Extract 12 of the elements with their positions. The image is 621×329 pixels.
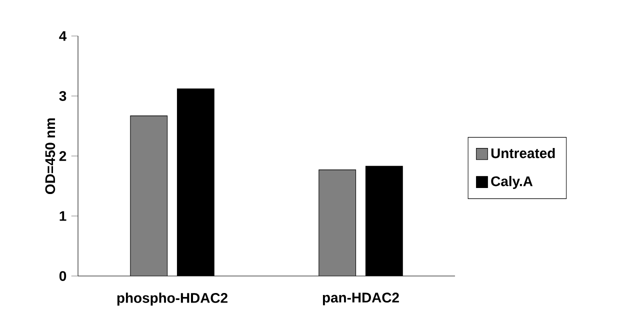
y-tick-label: 4 [59,31,67,41]
legend-label: Untreated [491,148,555,158]
bar [318,170,356,276]
bar [130,116,168,276]
x-tick-label: phospho-HDAC2 [117,292,228,306]
x-tick-label: pan-HDAC2 [322,292,399,306]
y-tick-label: 1 [60,211,66,221]
y-tick-label: 0 [59,271,66,281]
legend-label: Caly.A [491,176,533,189]
y-tick-label: 3 [59,91,66,101]
y-axis-title: OD=450 nm [45,118,56,194]
y-tick-label: 2 [59,151,66,161]
